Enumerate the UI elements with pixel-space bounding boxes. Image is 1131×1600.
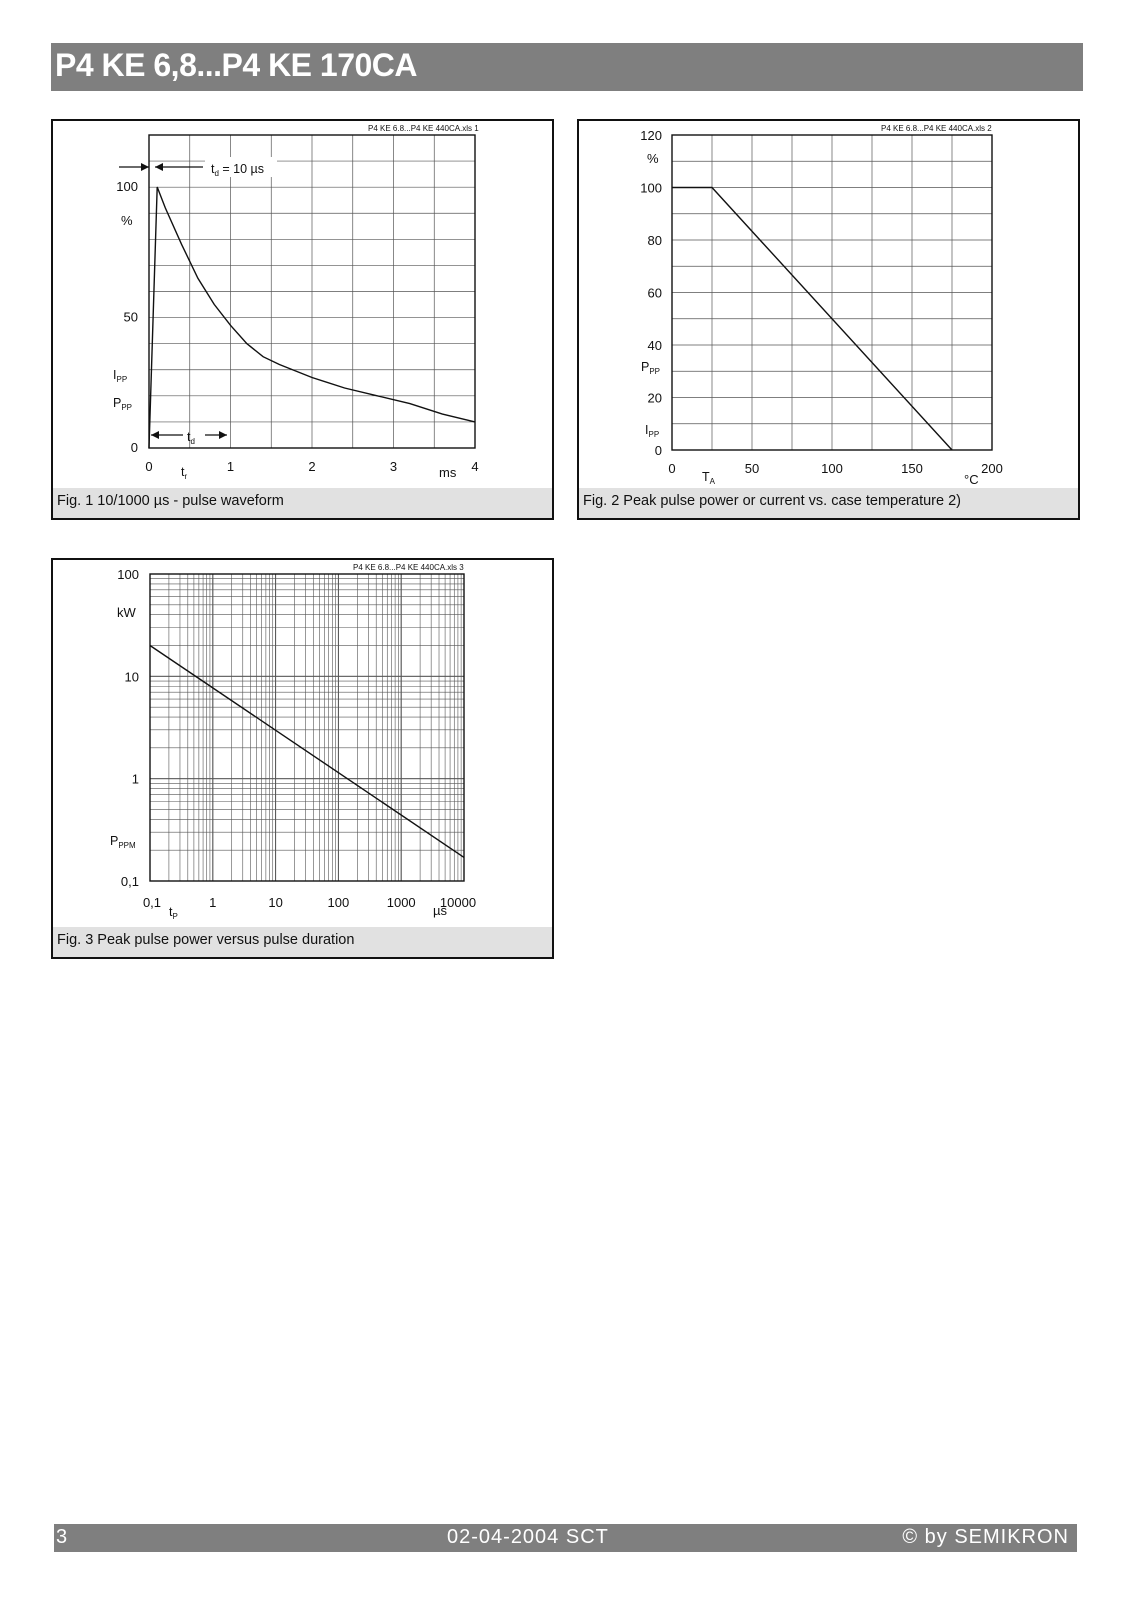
figure-1: P4 KE 6.8...P4 KE 440CA.xls 1 0 1 2 3 4 100 50… bbox=[51, 119, 554, 520]
figure-2-chart: P4 KE 6.8...P4 KE 440CA.xls 2 0 50 100 150 2… bbox=[640, 124, 1003, 487]
figure-1-td-arrowhead-left bbox=[151, 431, 159, 439]
figure-3-curve bbox=[149, 644, 465, 858]
figure-1-y-unit: % bbox=[121, 213, 133, 228]
figure-2-y-tick-label: 40 bbox=[648, 338, 662, 353]
figure-1-label-ppp: PPP bbox=[113, 396, 132, 412]
figure-3-label-tp: tP bbox=[169, 905, 178, 921]
figure-1-y-tick-label: 50 bbox=[124, 310, 138, 325]
figure-1-annotation-bg bbox=[205, 157, 277, 177]
figure-3-x-tick-label: 1 bbox=[209, 895, 216, 910]
figure-3-x-tick-label: 1000 bbox=[387, 895, 416, 910]
figure-2: P4 KE 6.8...P4 KE 440CA.xls 2 0 50 100 150 2… bbox=[577, 119, 1080, 520]
figure-1-td-arrowhead-right bbox=[219, 431, 227, 439]
figure-2-y-tick-label: 100 bbox=[640, 181, 662, 196]
figure-3-chart: P4 KE 6.8...P4 KE 440CA.xls 3 0,1 1 10 100 1… bbox=[110, 563, 476, 921]
figure-1-file-ref: P4 KE 6.8...P4 KE 440CA.xls 1 bbox=[368, 124, 479, 133]
figure-2-y-tick-label: 20 bbox=[648, 391, 662, 406]
figure-3-caption: Fig. 3 Peak pulse power versus pulse dur… bbox=[57, 932, 355, 948]
figure-1-axes: 0 1 2 3 4 100 50 0 bbox=[116, 179, 478, 474]
figure-1-chart: P4 KE 6.8...P4 KE 440CA.xls 1 0 1 2 3 4 100 50… bbox=[113, 124, 479, 481]
figure-3-axes: 0,1 1 10 100 1000 10000 100 10 1 0,1 bbox=[117, 567, 476, 910]
figure-2-curve bbox=[672, 186, 953, 451]
figure-3-y-unit: kW bbox=[117, 605, 137, 620]
figure-2-label-ipp: IPP bbox=[645, 423, 659, 439]
figure-2-y-unit: % bbox=[647, 151, 659, 166]
figure-3-plot-frame bbox=[149, 573, 465, 882]
figure-3-x-tick-label: 10000 bbox=[440, 895, 476, 910]
footer-copyright: © by SEMIKRON bbox=[902, 1526, 1069, 1548]
figure-2-y-tick-label: 120 bbox=[640, 128, 662, 143]
figure-1-grid bbox=[148, 134, 476, 449]
figure-3-y-tick-label: 100 bbox=[117, 567, 139, 582]
figure-1-x-tick-label: 0 bbox=[145, 459, 152, 474]
figure-2-caption: Fig. 2 Peak pulse power or current vs. c… bbox=[583, 493, 961, 509]
figure-2-file-ref: P4 KE 6.8...P4 KE 440CA.xls 2 bbox=[881, 124, 992, 133]
figure-2-x-tick-label: 200 bbox=[981, 461, 1003, 476]
figure-1-label-ipp: IPP bbox=[113, 368, 127, 384]
figure-1-x-unit: ms bbox=[439, 465, 457, 480]
figure-2-x-tick-label: 50 bbox=[745, 461, 759, 476]
figure-1-annotation-td: td bbox=[187, 430, 195, 446]
figure-1-annotation-td-eq: td = 10 µs bbox=[211, 162, 264, 178]
figure-1-arrowhead-left bbox=[141, 163, 149, 171]
figure-2-grid bbox=[671, 134, 993, 451]
figure-1-curve bbox=[148, 186, 476, 449]
figure-3-grid bbox=[149, 573, 465, 882]
figure-1-caption-bar: Fig. 1 10/1000 µs - pulse waveform bbox=[53, 488, 552, 518]
figure-2-x-tick-label: 0 bbox=[668, 461, 675, 476]
figure-2-y-tick-label: 80 bbox=[648, 233, 662, 248]
footer-date: 02-04-2004 SCT bbox=[447, 1526, 609, 1548]
figure-2-y-tick-label: 60 bbox=[648, 286, 662, 301]
figure-3-caption-bar: Fig. 3 Peak pulse power versus pulse dur… bbox=[53, 927, 552, 957]
figure-3-x-tick-label: 10 bbox=[268, 895, 282, 910]
figure-3-y-tick-label: 0,1 bbox=[121, 874, 139, 889]
figure-1-x-tick-label: 3 bbox=[390, 459, 397, 474]
figure-2-label-ta: TA bbox=[702, 470, 716, 486]
figure-1-arrowhead-right bbox=[155, 163, 163, 171]
figure-1-x-tick-label: 4 bbox=[471, 459, 478, 474]
footer-bar: 3 02-04-2004 SCT © by SEMIKRON bbox=[54, 1524, 1077, 1552]
figure-3: P4 KE 6.8...P4 KE 440CA.xls 3 0,1 1 10 100 1… bbox=[51, 558, 554, 959]
figure-2-x-tick-label: 100 bbox=[821, 461, 843, 476]
figure-1-caption: Fig. 1 10/1000 µs - pulse waveform bbox=[57, 493, 284, 509]
figure-3-y-tick-label: 1 bbox=[132, 772, 139, 787]
figure-2-x-tick-label: 150 bbox=[901, 461, 923, 476]
title-bar: P4 KE 6,8...P4 KE 170CA bbox=[51, 43, 1083, 91]
figure-1-y-tick-label: 0 bbox=[131, 440, 138, 455]
figure-1-y-tick-label: 100 bbox=[116, 179, 138, 194]
figure-1-label-tr: tr bbox=[181, 465, 187, 481]
figure-2-label-ppp: PPP bbox=[641, 360, 660, 376]
figure-3-x-tick-label: 100 bbox=[328, 895, 350, 910]
figure-2-caption-bar: Fig. 2 Peak pulse power or current vs. c… bbox=[579, 488, 1078, 518]
figure-3-label-pppm: PPPM bbox=[110, 834, 136, 850]
figure-3-x-tick-label: 0,1 bbox=[143, 895, 161, 910]
page-number: 3 bbox=[56, 1526, 69, 1548]
figure-1-plot-frame bbox=[148, 134, 476, 449]
document-title: P4 KE 6,8...P4 KE 170CA bbox=[55, 47, 418, 83]
figure-2-x-unit: °C bbox=[964, 472, 979, 487]
figure-3-y-tick-label: 10 bbox=[125, 669, 139, 684]
figure-2-plot-frame bbox=[671, 134, 993, 451]
figure-3-file-ref: P4 KE 6.8...P4 KE 440CA.xls 3 bbox=[353, 563, 464, 572]
figure-3-x-unit: µs bbox=[433, 903, 447, 918]
figure-2-y-tick-label: 0 bbox=[655, 443, 662, 458]
figure-1-x-tick-label: 2 bbox=[308, 459, 315, 474]
figure-1-x-tick-label: 1 bbox=[227, 459, 234, 474]
